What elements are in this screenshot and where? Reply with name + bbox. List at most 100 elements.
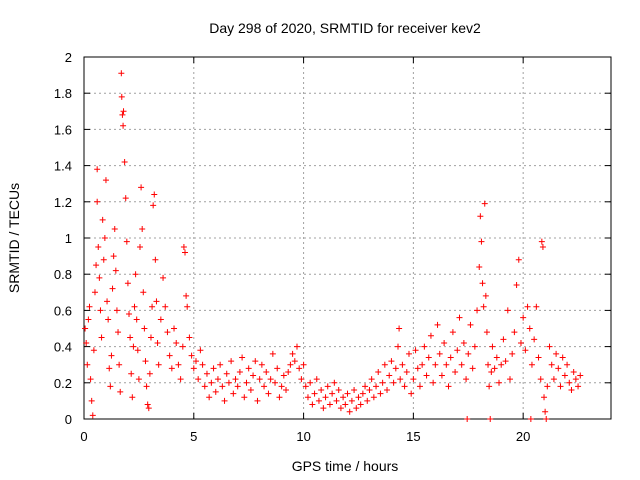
data-point xyxy=(128,370,135,377)
data-point xyxy=(197,347,204,354)
data-point xyxy=(346,408,353,415)
data-point xyxy=(127,334,134,341)
data-point xyxy=(278,383,285,390)
data-point xyxy=(107,383,114,390)
data-point xyxy=(481,200,488,207)
data-point xyxy=(183,292,190,299)
data-point xyxy=(110,253,117,260)
data-point xyxy=(458,361,465,368)
data-point xyxy=(150,202,157,209)
data-point xyxy=(293,343,300,350)
data-point xyxy=(269,350,276,357)
data-point xyxy=(90,347,97,354)
data-point xyxy=(485,361,492,368)
data-point xyxy=(357,401,364,408)
data-point xyxy=(140,289,147,296)
data-point xyxy=(513,282,520,289)
data-point xyxy=(491,365,498,372)
data-point xyxy=(99,216,106,223)
data-point xyxy=(544,383,551,390)
data-point xyxy=(342,401,349,408)
y-tick-label: 1.6 xyxy=(54,122,72,137)
data-point xyxy=(179,343,186,350)
data-point xyxy=(362,383,369,390)
data-point xyxy=(105,316,112,323)
data-point xyxy=(91,289,98,296)
data-point xyxy=(149,303,156,310)
data-point xyxy=(449,329,456,336)
data-point xyxy=(98,334,105,341)
data-point xyxy=(307,379,314,386)
data-point xyxy=(239,354,246,361)
data-point xyxy=(392,365,399,372)
data-point xyxy=(324,383,331,390)
y-tick-label: 1.8 xyxy=(54,86,72,101)
data-point xyxy=(302,383,309,390)
data-point xyxy=(502,358,509,365)
data-point xyxy=(408,390,415,397)
x-tick-label: 20 xyxy=(516,429,530,444)
data-point xyxy=(489,343,496,350)
data-point xyxy=(482,292,489,299)
data-point xyxy=(138,184,145,191)
data-point xyxy=(432,361,439,368)
data-points xyxy=(82,70,584,422)
data-point xyxy=(234,383,241,390)
data-point xyxy=(564,361,571,368)
data-point xyxy=(326,401,333,408)
data-point xyxy=(315,397,322,404)
data-point xyxy=(524,303,531,310)
data-point xyxy=(469,365,476,372)
data-point xyxy=(405,350,412,357)
data-point xyxy=(144,401,151,408)
data-point xyxy=(171,325,178,332)
data-point xyxy=(364,397,371,404)
data-point xyxy=(311,390,318,397)
data-point xyxy=(192,358,199,365)
data-point xyxy=(120,122,127,129)
x-tick-label: 15 xyxy=(406,429,420,444)
data-point xyxy=(214,376,221,383)
data-point xyxy=(88,397,95,404)
data-point xyxy=(232,376,239,383)
data-point xyxy=(570,368,577,375)
data-point xyxy=(116,361,123,368)
data-point xyxy=(230,390,237,397)
data-point xyxy=(96,274,103,281)
data-point xyxy=(447,354,454,361)
data-point xyxy=(403,368,410,375)
data-point xyxy=(335,387,342,394)
data-point xyxy=(160,274,167,281)
data-point xyxy=(381,361,388,368)
data-point xyxy=(366,387,373,394)
data-point xyxy=(454,347,461,354)
data-point xyxy=(460,339,467,346)
y-tick-label: 1 xyxy=(65,231,72,246)
data-point xyxy=(291,358,298,365)
data-point xyxy=(217,361,224,368)
data-point xyxy=(274,365,281,372)
x-tick-label: 10 xyxy=(296,429,310,444)
grid-lines xyxy=(84,57,611,419)
data-point xyxy=(359,390,366,397)
data-point xyxy=(153,298,160,305)
data-point xyxy=(337,405,344,412)
data-point xyxy=(101,235,108,241)
data-point xyxy=(152,256,159,263)
data-point xyxy=(520,314,527,321)
data-point xyxy=(463,376,470,383)
data-point xyxy=(568,387,575,394)
data-point xyxy=(511,329,518,336)
data-point xyxy=(313,376,320,383)
data-point xyxy=(445,383,452,390)
data-point xyxy=(109,285,116,292)
data-point xyxy=(94,198,101,205)
data-point xyxy=(517,339,524,346)
data-point xyxy=(452,368,459,375)
data-point xyxy=(577,372,584,379)
data-point xyxy=(386,372,393,379)
data-point xyxy=(379,379,386,386)
data-point xyxy=(427,332,434,339)
data-point xyxy=(515,256,522,263)
